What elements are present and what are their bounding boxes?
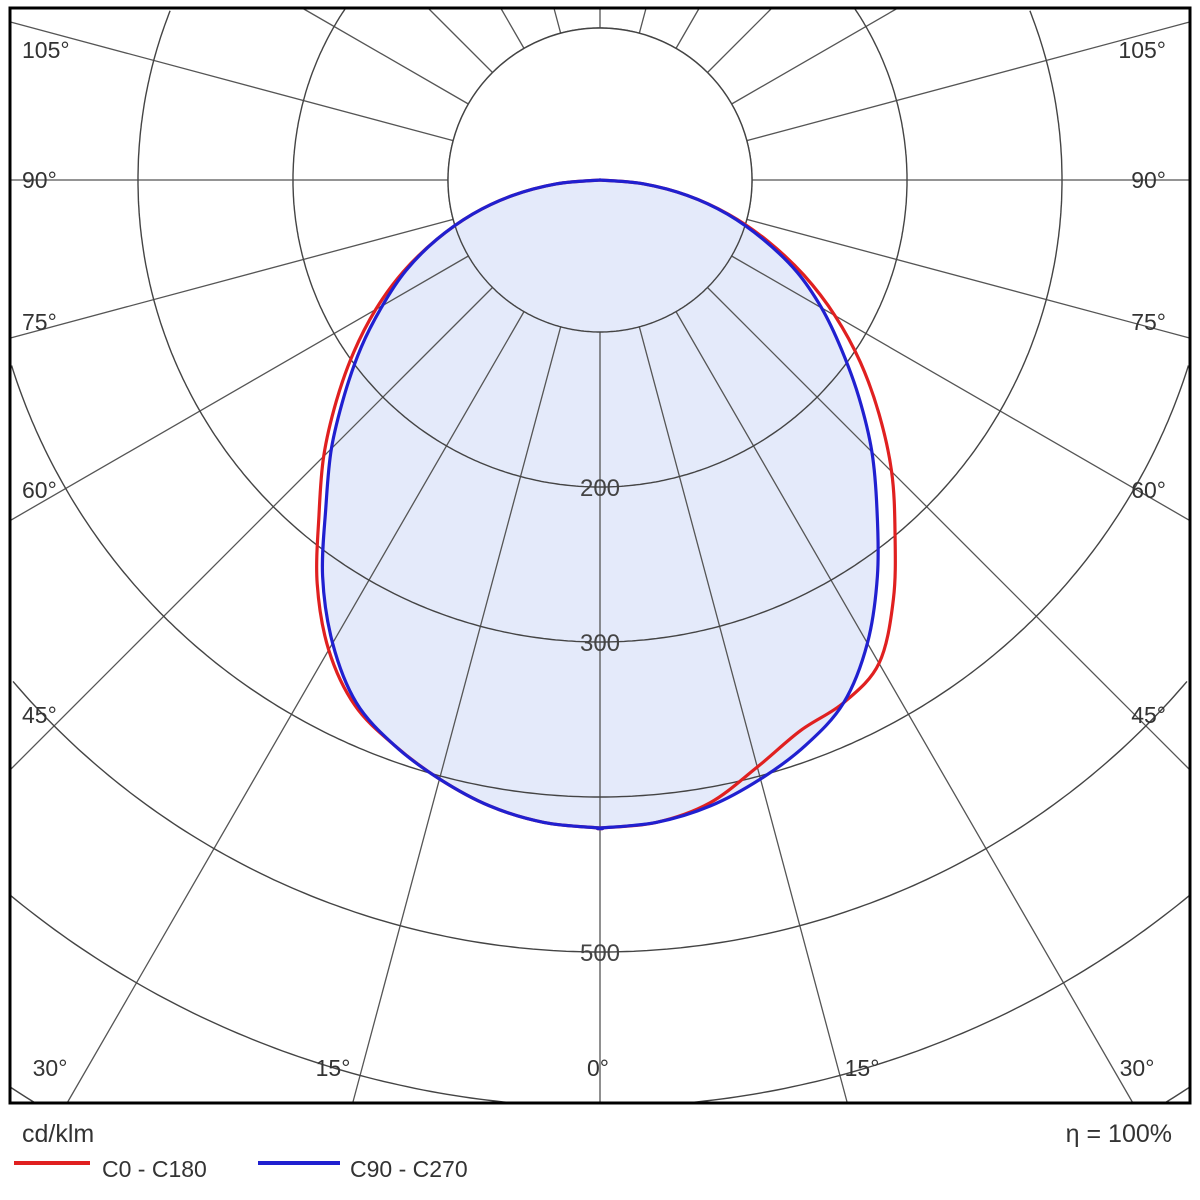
radial-gridline — [746, 21, 1191, 142]
curves — [315, 178, 897, 831]
radial-gridline — [675, 311, 879, 829]
angle-label-right: 75° — [1131, 309, 1166, 335]
radial-label-500: 500 — [580, 940, 620, 967]
radial-gridline — [731, 255, 879, 522]
angle-label-right: 60° — [1131, 477, 1166, 503]
angle-label-right: 105° — [1118, 37, 1166, 63]
angle-label-left: 75° — [22, 309, 57, 335]
radial-gridline — [322, 287, 493, 771]
radial-gridline — [322, 311, 525, 829]
radial-label-200: 200 — [580, 475, 620, 502]
efficiency-label: η = 100% — [1065, 1120, 1172, 1148]
ring-gridline-500 — [12, 680, 1188, 953]
radial-gridline — [707, 7, 773, 73]
radial-gridline — [707, 287, 879, 771]
legend-swatch-c90-c270 — [258, 1161, 340, 1165]
angle-label-left: 60° — [22, 477, 57, 503]
angle-label-left: 45° — [22, 702, 57, 728]
radial-gridline — [553, 7, 562, 34]
series-line-c90-c270 — [320, 178, 880, 831]
radial-gridline — [427, 7, 493, 73]
radial-gridline — [675, 7, 700, 49]
radial-gridline — [9, 21, 454, 142]
radial-gridline — [301, 7, 469, 105]
radial-gridline — [731, 7, 899, 105]
angle-label-bottom: 30° — [33, 1055, 68, 1081]
angle-label-left: 90° — [22, 167, 57, 193]
ring-gridline-400 — [322, 365, 879, 798]
radial-gridline — [638, 7, 647, 34]
angle-label-right: 45° — [1131, 702, 1166, 728]
angle-label-bottom: 15° — [845, 1055, 880, 1081]
ring-gridline-300 — [322, 180, 879, 643]
chart-frame — [8, 6, 1192, 1105]
angle-label-right: 90° — [1131, 167, 1166, 193]
angle-label-bottom: 0° — [587, 1055, 609, 1081]
unit-label: cd/klm — [22, 1120, 95, 1148]
legend-label-c0-c180: C0 - C180 — [102, 1156, 207, 1182]
radial-gridline — [500, 7, 525, 49]
legend-label-c90-c270: C90 - C270 — [350, 1156, 468, 1182]
radial-gridline — [322, 255, 469, 522]
angle-label-bottom: 15° — [316, 1055, 351, 1081]
radial-gridline — [352, 326, 562, 829]
axis-labels: 200 300 500 105° 105° 90° 90° 75° 75° 60° 60° 45° 45… — [22, 37, 1166, 1081]
ring-gridline-700 — [10, 1086, 1190, 1104]
angle-label-left: 105° — [22, 37, 70, 63]
angle-label-bottom: 30° — [1120, 1055, 1155, 1081]
radial-label-300: 300 — [580, 630, 620, 657]
radial-gridline — [9, 218, 454, 339]
legend-swatch-c0-c180 — [14, 1161, 90, 1165]
ring-gridline-600 — [9, 894, 1191, 1104]
ring-gridline-100 — [447, 180, 753, 333]
radial-gridline — [746, 218, 1191, 339]
radial-gridline — [638, 326, 848, 829]
